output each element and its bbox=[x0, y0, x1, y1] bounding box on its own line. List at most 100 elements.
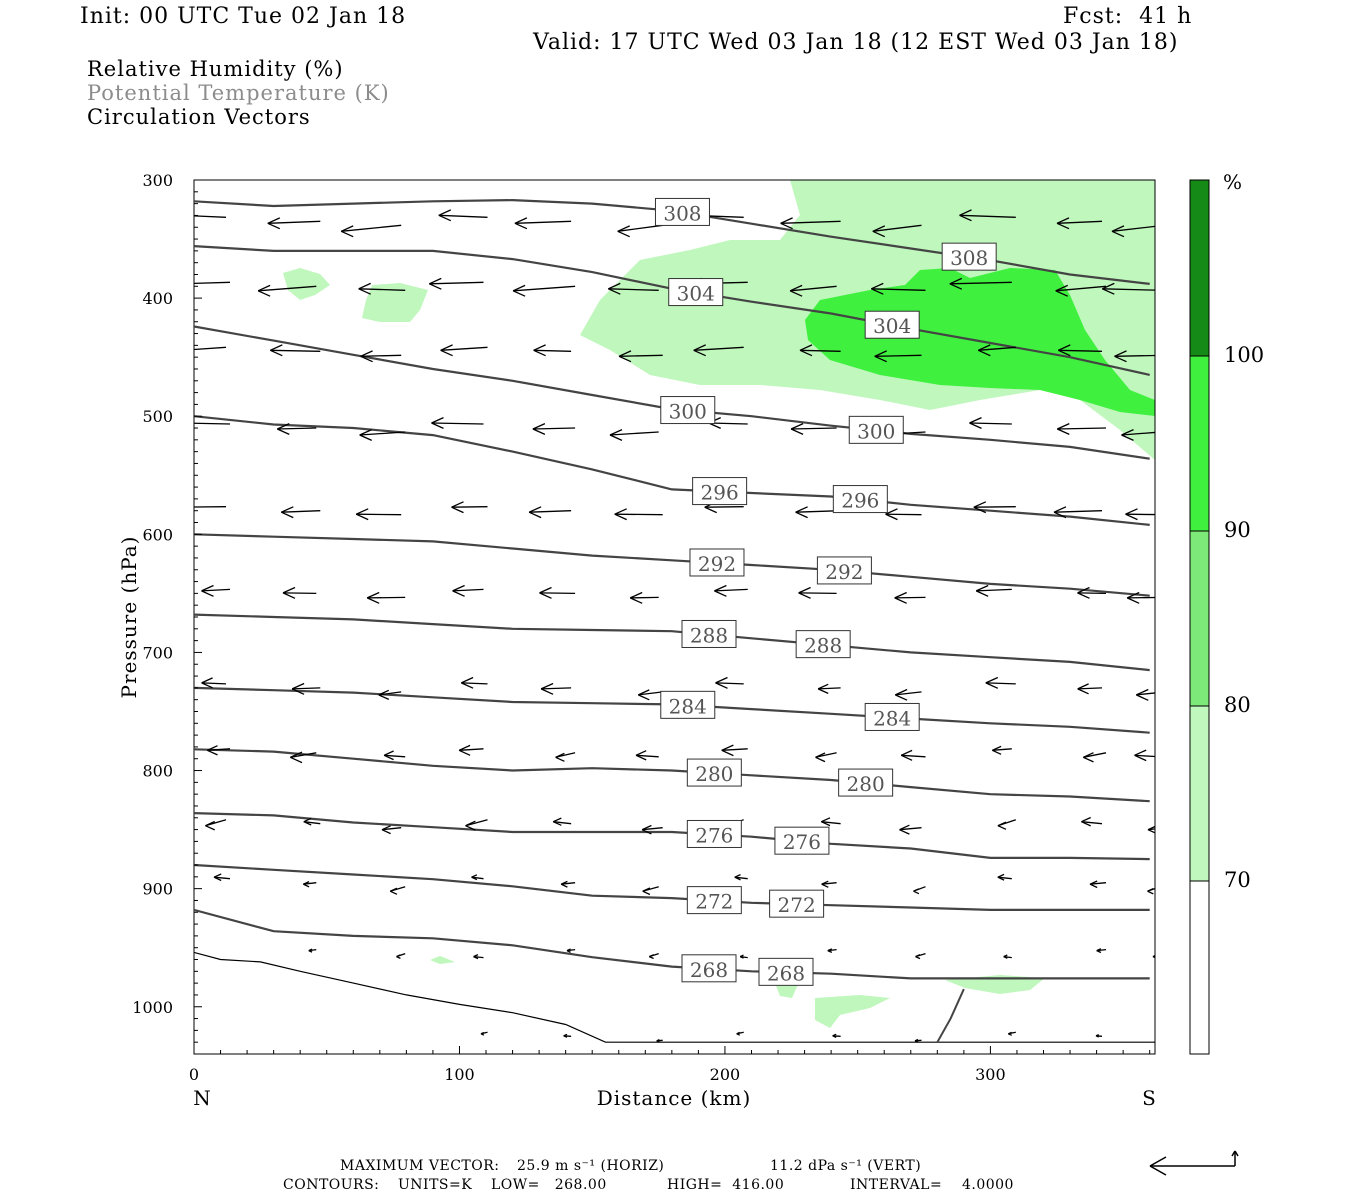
circulation-vector bbox=[303, 817, 321, 826]
circulation-vector bbox=[461, 676, 488, 689]
circulation-vector bbox=[528, 506, 572, 519]
circulation-vector bbox=[533, 344, 572, 357]
colorbar-label-70: 70 bbox=[1224, 868, 1251, 892]
circulation-vector bbox=[267, 217, 321, 230]
circulation-vector bbox=[975, 584, 1012, 597]
theta-label: 276 bbox=[695, 823, 733, 847]
circulation-vector bbox=[1058, 344, 1103, 357]
circulation-vector bbox=[205, 819, 227, 831]
circulation-vector bbox=[609, 429, 659, 441]
circulation-vector bbox=[1081, 816, 1103, 827]
theta-contour-280 bbox=[194, 748, 1150, 803]
circulation-vector bbox=[1114, 350, 1155, 363]
theta-contour-272 bbox=[194, 863, 1150, 911]
circulation-vector bbox=[1077, 586, 1107, 599]
circulation-vector bbox=[1147, 825, 1155, 834]
colorbar-segment-80 bbox=[1190, 531, 1209, 706]
theta-label: 280 bbox=[695, 762, 733, 786]
circulation-vector bbox=[1102, 282, 1155, 295]
circulation-vector bbox=[914, 1038, 922, 1043]
circulation-vector bbox=[895, 688, 922, 701]
circulation-vector bbox=[471, 874, 484, 881]
circulation-vector bbox=[563, 1033, 572, 1038]
valid-time: Valid: 17 UTC Wed 03 Jan 18 (12 EST Wed … bbox=[533, 30, 1179, 55]
colorbar-label-100: 100 bbox=[1224, 343, 1264, 367]
theta-label-box bbox=[758, 957, 814, 986]
colorbar-unit: % bbox=[1223, 170, 1242, 194]
theta-label-box bbox=[686, 819, 742, 848]
y-tick-label: 700 bbox=[142, 643, 173, 662]
theta-label: 304 bbox=[873, 314, 911, 338]
theta-label-box bbox=[769, 889, 825, 918]
circulation-vector bbox=[641, 824, 663, 835]
circulation-vector bbox=[915, 952, 926, 960]
circulation-vector bbox=[1053, 506, 1103, 519]
theta-label: 296 bbox=[841, 489, 879, 513]
circulation-vector bbox=[638, 689, 663, 701]
circulation-vector bbox=[832, 1033, 841, 1038]
circulation-vector bbox=[1057, 423, 1107, 435]
circulation-vector bbox=[451, 501, 488, 514]
surface-line bbox=[194, 951, 1155, 1043]
y-axis-title: Pressure (hPa) bbox=[117, 536, 141, 699]
circulation-vector bbox=[194, 215, 227, 218]
circulation-vector bbox=[277, 423, 317, 435]
circulation-vector bbox=[308, 948, 317, 953]
circulation-vector bbox=[555, 752, 576, 762]
circulation-vector bbox=[734, 874, 748, 881]
circulation-vector bbox=[480, 1031, 488, 1036]
footer-units: UNITS=K bbox=[398, 1177, 473, 1193]
field-rh: Relative Humidity (%) bbox=[87, 57, 344, 81]
footer-max-vector-label: MAXIMUM VECTOR: bbox=[340, 1158, 500, 1174]
circulation-vector bbox=[540, 682, 572, 695]
circulation-vector bbox=[389, 886, 406, 895]
circulation-vector bbox=[381, 825, 402, 835]
circulation-vector bbox=[874, 350, 922, 363]
circulation-vector bbox=[431, 417, 484, 429]
colorbar-segment-below bbox=[1190, 881, 1209, 1054]
colorbar-label-80: 80 bbox=[1224, 693, 1251, 717]
circulation-vector bbox=[872, 224, 922, 238]
circulation-vector bbox=[1126, 591, 1155, 604]
theta-contour-288 bbox=[194, 613, 1150, 672]
circulation-vector bbox=[629, 591, 659, 604]
circulation-vector bbox=[997, 873, 1012, 881]
circulation-vector bbox=[614, 508, 663, 521]
circulation-vector bbox=[512, 284, 576, 297]
circulation-vector bbox=[693, 344, 744, 357]
circulation-vector bbox=[270, 344, 321, 357]
circulation-vector bbox=[194, 281, 231, 285]
circulation-vector bbox=[1083, 752, 1107, 763]
circulation-vector bbox=[798, 586, 837, 599]
footer-interval: INTERVAL= 4.0000 bbox=[850, 1177, 1014, 1193]
circulation-vector bbox=[1056, 217, 1103, 230]
theta-contour-296 bbox=[194, 415, 1150, 526]
circulation-vector bbox=[539, 586, 576, 599]
circulation-vector bbox=[358, 282, 406, 295]
colorbar-segment-100 bbox=[1190, 180, 1209, 356]
y-tick-label: 1000 bbox=[132, 998, 173, 1017]
theta-label-box bbox=[864, 310, 920, 339]
theta-label: 280 bbox=[847, 772, 885, 796]
circulation-vector bbox=[899, 824, 922, 835]
rh-area-70 bbox=[283, 268, 330, 300]
x-left-end: N bbox=[193, 1086, 211, 1110]
field-vectors: Circulation Vectors bbox=[87, 105, 311, 129]
x-tick-label: 100 bbox=[444, 1065, 475, 1084]
theta-label-box bbox=[689, 548, 745, 577]
circulation-vector bbox=[1147, 887, 1155, 895]
circulation-vector bbox=[913, 886, 926, 895]
theta-label: 284 bbox=[873, 706, 911, 730]
circulation-vector bbox=[360, 350, 402, 363]
theta-label: 308 bbox=[950, 246, 988, 270]
circulation-vector bbox=[378, 689, 402, 700]
circulation-vector bbox=[618, 350, 663, 363]
circulation-vector bbox=[1125, 508, 1155, 521]
y-tick-label: 300 bbox=[142, 171, 173, 190]
theta-label-box bbox=[654, 197, 710, 226]
rh-area-70 bbox=[362, 283, 428, 322]
circulation-vector bbox=[949, 277, 1012, 290]
y-tick-label: 600 bbox=[142, 525, 173, 544]
theta-label-box bbox=[864, 702, 920, 731]
